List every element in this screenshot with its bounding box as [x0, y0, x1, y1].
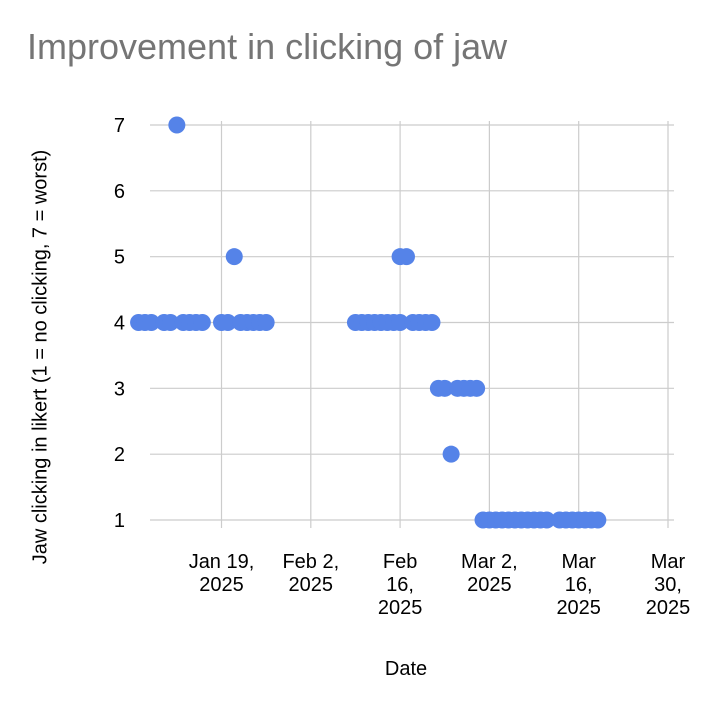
x-tick-label-3: Mar 2, 2025: [461, 551, 518, 596]
y-tick-label-6: 6: [114, 181, 125, 203]
data-point: [168, 116, 186, 134]
data-point: [142, 314, 160, 331]
data-point: [589, 511, 607, 529]
data-point: [442, 445, 460, 463]
data-point: [423, 314, 441, 331]
x-tick-label-0: Jan 19, 2025: [189, 551, 255, 596]
y-tick-label-7: 7: [114, 115, 125, 137]
data-point: [219, 314, 237, 331]
y-tick-label-2: 2: [114, 444, 125, 466]
x-tick-label-5: Mar 30, 2025: [646, 551, 691, 619]
axis-ticks: 1 2 3 4 5 6 7 Jan 19, 2025 Feb 2, 2025 Feb 16, 2025 Ma…: [114, 115, 690, 619]
data-point: [161, 314, 179, 331]
data-point: [538, 511, 556, 529]
y-tick-label-1: 1: [114, 510, 125, 532]
data-point: [391, 314, 409, 331]
y-tick-label-3: 3: [114, 378, 125, 400]
y-tick-label-5: 5: [114, 247, 125, 269]
x-axis-label: Date: [384, 658, 428, 680]
x-tick-label-2: Feb 16, 2025: [378, 551, 423, 619]
x-tick-label-1: Feb 2, 2025: [282, 551, 339, 596]
x-tick-label-4: Mar 16, 2025: [556, 551, 601, 619]
data-point: [397, 248, 415, 266]
data-point: [193, 314, 211, 331]
data-point: [436, 379, 454, 397]
data-points: [130, 116, 607, 529]
data-point: [225, 248, 243, 266]
data-point: [468, 379, 486, 397]
data-point: [257, 314, 275, 331]
chart-title: Improvement in clicking of jaw: [27, 26, 508, 67]
y-tick-label-4: 4: [114, 313, 125, 335]
